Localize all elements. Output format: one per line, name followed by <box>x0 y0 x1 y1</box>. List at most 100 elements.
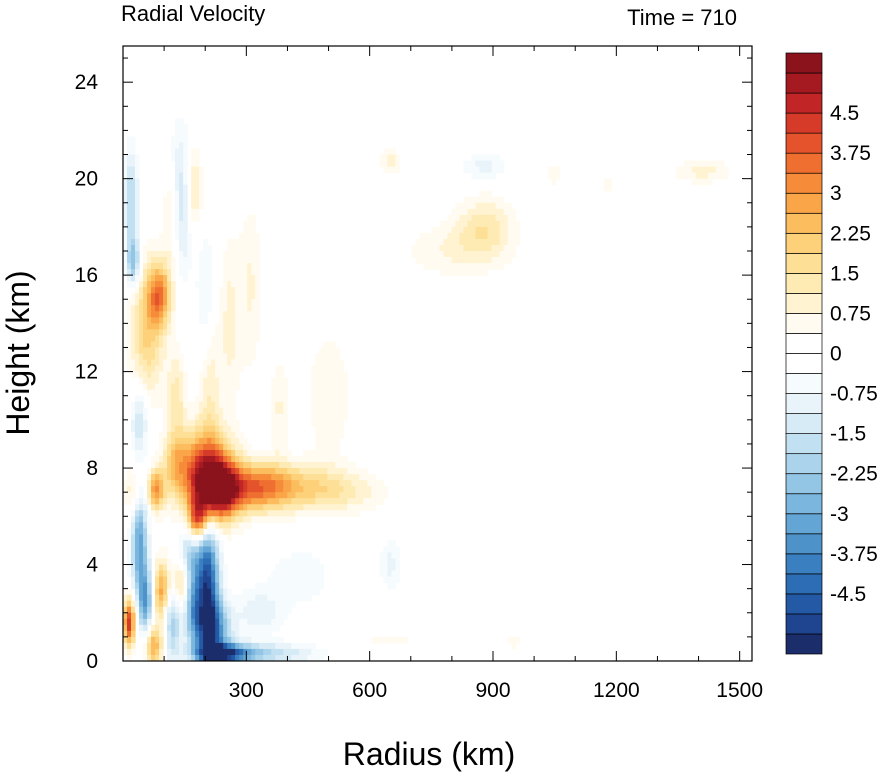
field-cell <box>507 214 513 222</box>
field-cell <box>315 474 320 481</box>
field-cell <box>127 275 132 282</box>
field-cell <box>231 449 236 457</box>
field-cell <box>183 534 188 542</box>
field-cell <box>199 263 204 270</box>
field-cell <box>243 275 248 282</box>
field-cell <box>391 636 397 644</box>
field-cell <box>235 281 240 288</box>
field-cell <box>127 546 132 554</box>
field-cell <box>131 516 136 523</box>
field-cell <box>503 208 509 216</box>
field-cell <box>207 269 212 276</box>
field-cell <box>315 498 320 505</box>
field-cell <box>167 425 172 433</box>
field-cell <box>231 281 236 288</box>
field-cell <box>223 383 228 391</box>
field-cell <box>159 600 164 608</box>
colorbar-label: 3.75 <box>830 142 871 165</box>
field-cell <box>503 232 509 240</box>
field-cell <box>483 238 489 246</box>
field-cell <box>227 612 232 620</box>
field-cell <box>167 570 172 578</box>
field-cell <box>275 425 280 433</box>
field-cell <box>139 377 144 385</box>
field-cell <box>423 232 429 240</box>
field-cell <box>267 642 272 650</box>
field-cell <box>291 564 296 572</box>
field-cell <box>231 474 236 481</box>
field-cell <box>135 546 140 554</box>
colorbar-label: 3 <box>830 182 842 205</box>
field-cell <box>143 359 148 367</box>
field-cell <box>231 606 236 614</box>
field-cell <box>291 582 296 590</box>
field-cell <box>207 383 212 391</box>
field-cell <box>467 166 473 174</box>
field-cell <box>215 437 220 445</box>
field-cell <box>155 389 160 397</box>
field-cell <box>135 154 140 162</box>
field-cell <box>263 498 268 505</box>
field-cell <box>279 425 284 433</box>
field-cell <box>507 251 513 258</box>
field-cell <box>143 642 148 650</box>
field-cell <box>291 516 296 523</box>
field-cell <box>151 269 156 276</box>
field-cell <box>239 359 244 367</box>
field-cell <box>483 202 489 210</box>
field-cell <box>467 257 473 264</box>
field-cell <box>175 564 180 572</box>
field-cell <box>159 510 164 517</box>
field-cell <box>279 395 284 403</box>
field-cell <box>179 136 184 144</box>
field-cell <box>435 226 441 234</box>
field-cell <box>211 395 216 403</box>
field-cell <box>199 582 204 590</box>
field-cell <box>323 383 328 391</box>
field-cell <box>355 480 360 487</box>
field-cell <box>479 214 485 222</box>
field-cell <box>127 190 132 198</box>
field-cell <box>475 269 481 276</box>
field-cell <box>147 305 152 312</box>
field-cell <box>247 510 252 517</box>
field-cell <box>207 594 212 602</box>
field-cell <box>167 371 172 379</box>
field-cell <box>179 124 184 132</box>
field-cell <box>299 510 304 517</box>
field-cell <box>139 449 144 457</box>
field-cell <box>163 202 168 210</box>
field-cell <box>307 468 312 475</box>
field-cell <box>219 570 224 578</box>
field-cell <box>211 636 216 644</box>
field-cell <box>131 492 136 499</box>
field-cell <box>499 160 505 168</box>
field-cell <box>187 576 192 584</box>
field-cell <box>283 654 288 661</box>
field-cell <box>143 606 148 614</box>
field-cell <box>235 323 240 330</box>
field-cell <box>343 504 348 511</box>
field-cell <box>183 208 188 216</box>
field-cell <box>223 528 228 535</box>
field-cell <box>179 546 184 554</box>
field-cell <box>263 480 268 487</box>
field-cell <box>291 642 296 650</box>
field-cell <box>207 480 212 487</box>
field-cell <box>147 486 152 493</box>
field-cell <box>199 558 204 566</box>
field-cell <box>231 305 236 312</box>
field-cell <box>471 251 477 258</box>
field-cell <box>171 486 176 493</box>
field-cell <box>235 636 240 644</box>
field-cell <box>687 172 693 180</box>
field-cell <box>203 431 208 439</box>
field-cell <box>219 287 224 294</box>
field-cell <box>135 311 140 318</box>
field-cell <box>323 486 328 493</box>
field-cell <box>171 606 176 614</box>
field-cell <box>327 371 332 379</box>
field-cell <box>283 594 288 602</box>
field-cell <box>311 462 316 469</box>
field-cell <box>211 425 216 433</box>
